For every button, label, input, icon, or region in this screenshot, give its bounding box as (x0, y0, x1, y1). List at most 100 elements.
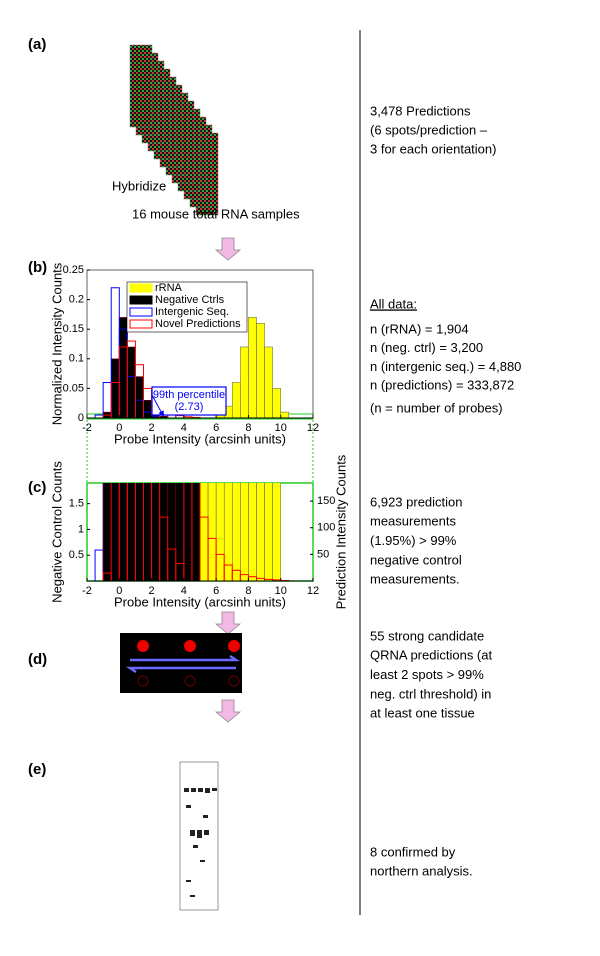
band (205, 788, 210, 793)
spot-image (120, 633, 242, 693)
note-line: least 2 spots > 99% (370, 667, 484, 682)
annotation-box (151, 386, 227, 416)
band (197, 830, 202, 838)
legend-label: Novel Predictions (155, 318, 241, 330)
axis-frame (86, 269, 314, 419)
annotation-arrow (151, 394, 164, 417)
note-line: 3 for each orientation) (370, 141, 496, 156)
note-line: n (rRNA) = 1,904 (370, 321, 469, 336)
histogram-bar (207, 483, 217, 581)
note-line: northern analysis. (370, 863, 473, 878)
band (204, 830, 209, 835)
note-line: (6 spots/prediction – (370, 122, 488, 137)
x-tick-label: 2 (149, 585, 155, 597)
y-axis-label: Normalized Intensity Counts (49, 262, 64, 425)
panel-label: (e) (28, 761, 46, 778)
note-line: n (predictions) = 333,872 (370, 378, 514, 393)
x-tick-label: 2 (149, 422, 155, 434)
annotation-text: 99th percentile (153, 389, 225, 401)
y2-axis-label: Prediction Intensity Counts (333, 454, 348, 609)
note-line: n (neg. ctrl) = 3,200 (370, 340, 483, 355)
histogram-bar (264, 483, 273, 581)
band (200, 860, 205, 862)
heading: All data: (370, 296, 417, 311)
x-tick-label: 6 (213, 585, 219, 597)
band (198, 788, 203, 792)
slide (129, 44, 153, 128)
histogram-bar (143, 399, 152, 418)
histogram-bar (183, 483, 193, 581)
northern-blot (179, 761, 219, 911)
y-tick-label: 0.2 (69, 294, 84, 306)
y-tick-label: 0 (78, 412, 84, 424)
histogram-bar (127, 346, 136, 418)
x-tick-label: 0 (116, 585, 122, 597)
band (186, 805, 191, 808)
histogram-bar (240, 346, 249, 418)
x-tick-label: 8 (245, 585, 251, 597)
panel-label: (b) (28, 259, 47, 276)
histogram-bar (280, 411, 290, 418)
x-tick-label: 10 (275, 422, 287, 434)
band (191, 788, 196, 792)
histogram-bar (215, 483, 225, 581)
histogram-bar (167, 483, 177, 581)
histogram-bar (175, 483, 185, 581)
x-tick-label: -2 (82, 585, 92, 597)
note-line: QRNA predictions (at (370, 648, 492, 663)
x-tick-label: 12 (307, 585, 319, 597)
x-tick-label: 8 (245, 422, 251, 434)
histogram-bar (232, 483, 241, 581)
sample-label: 16 mouse total RNA samples (132, 206, 300, 221)
histogram-bar (102, 483, 112, 581)
histogram-bar (119, 317, 128, 418)
legend-swatch (129, 283, 153, 293)
x-axis-label: Probe Intensity (arcsinh units) (114, 594, 286, 609)
note-line: (1.95%) > 99% (370, 533, 457, 548)
y2-tick-label: 150 (317, 495, 335, 507)
band (203, 815, 208, 818)
histogram-bar (248, 317, 257, 418)
y-tick-label: 0.05 (63, 382, 84, 394)
y-tick-label: 1 (78, 523, 84, 535)
band (184, 788, 189, 792)
histogram-bar (272, 483, 281, 581)
y2-tick-label: 50 (317, 548, 329, 560)
note-line: 6,923 prediction (370, 494, 463, 509)
histogram-bar (240, 483, 249, 581)
legend-swatch (129, 295, 153, 305)
panel-label: (a) (28, 36, 46, 53)
histogram-bar (159, 483, 168, 581)
histogram-bar (135, 376, 144, 418)
x-tick-label: 10 (275, 585, 287, 597)
histogram-bar (256, 323, 265, 418)
arrows (214, 237, 242, 723)
x-tick-label: 0 (116, 422, 122, 434)
histogram-bar (248, 483, 257, 581)
legend-label: Intergenic Seq. (155, 306, 229, 318)
y-tick-label: 0.1 (69, 353, 84, 365)
y-axis-label: Negative Control Counts (49, 461, 64, 603)
histogram-bar (199, 483, 209, 581)
band (190, 895, 195, 897)
x-tick-label: 12 (307, 422, 319, 434)
histogram-bar (264, 346, 273, 418)
y-tick-label: 0.15 (63, 323, 84, 335)
step-label: Hybridize (112, 178, 166, 193)
y-tick-label: 0.25 (63, 264, 84, 276)
histogram-bar (272, 388, 281, 418)
legend-label: rRNA (155, 282, 183, 294)
histogram-bar (94, 549, 104, 581)
histogram-bar (143, 483, 152, 581)
plot-area (94, 483, 290, 581)
note-line: measurements. (370, 572, 460, 587)
histogram-bar (127, 483, 136, 581)
histogram-bar (191, 483, 201, 581)
panel-label: (d) (28, 651, 47, 668)
histogram-bar (151, 483, 160, 581)
band (193, 845, 198, 848)
y2-tick-label: 100 (317, 522, 335, 534)
histogram-bar (119, 483, 128, 581)
note-line: n (intergenic seq.) = 4,880 (370, 359, 521, 374)
